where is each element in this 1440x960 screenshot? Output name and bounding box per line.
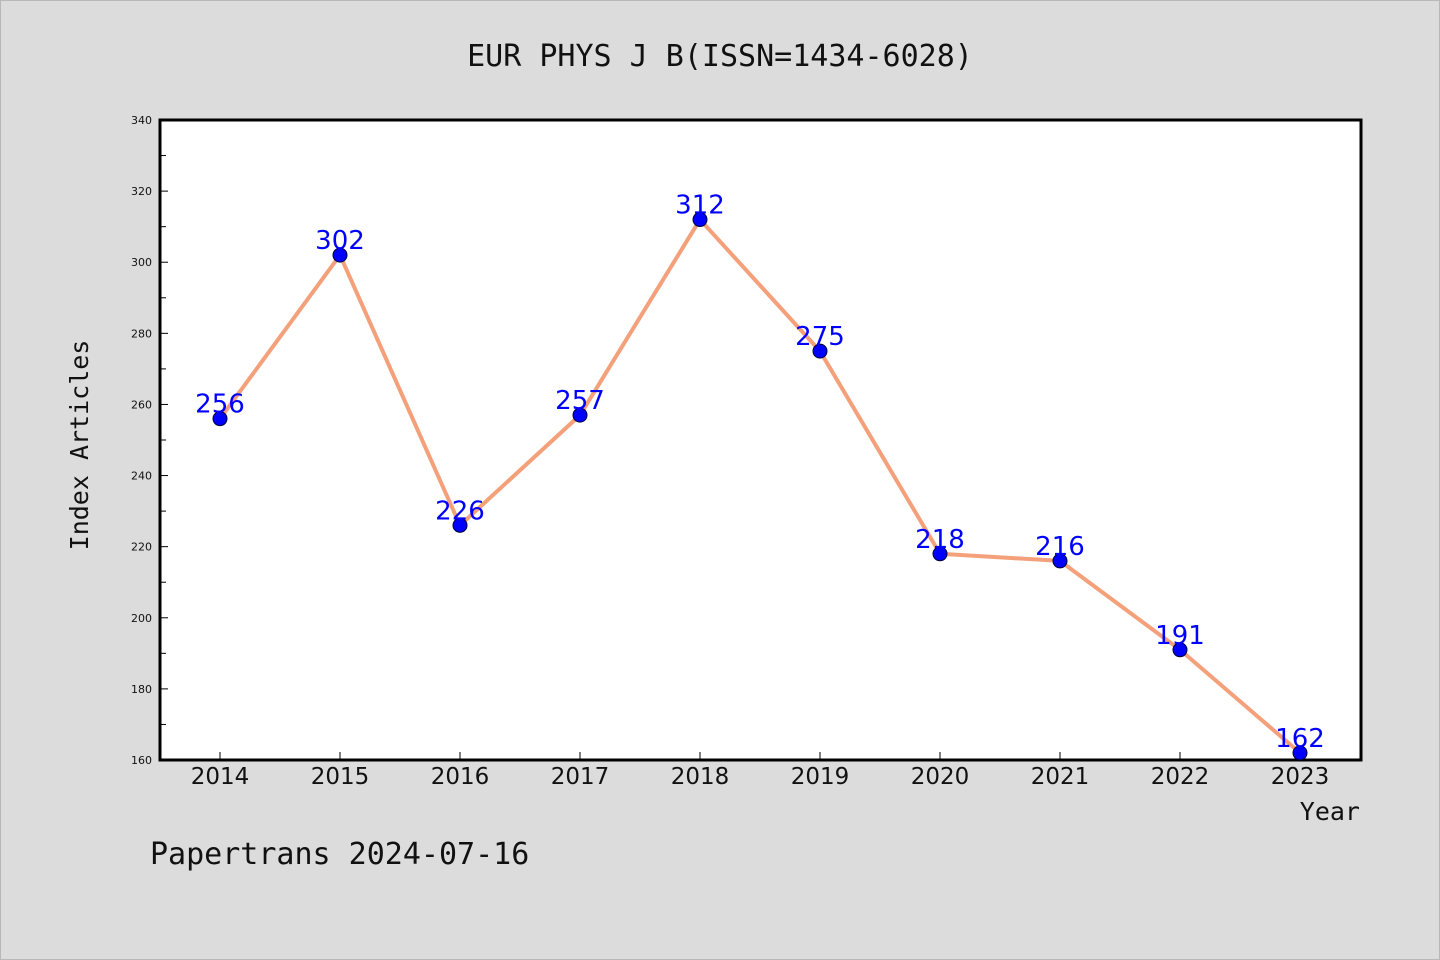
data-point xyxy=(1292,745,1308,761)
x-tick-label: 2022 xyxy=(1151,764,1210,790)
y-tick-label: 300 xyxy=(131,256,152,269)
data-label: 216 xyxy=(1035,532,1085,562)
y-tick-label: 340 xyxy=(131,114,152,127)
y-tick-label: 160 xyxy=(131,754,152,767)
x-tick-label: 2020 xyxy=(911,764,970,790)
x-tick-label: 2023 xyxy=(1271,764,1330,790)
data-point xyxy=(332,247,348,263)
data-point xyxy=(812,343,828,359)
data-label: 312 xyxy=(675,191,725,221)
y-tick-label: 220 xyxy=(131,541,152,554)
x-axis-label: Year xyxy=(1300,797,1360,826)
data-label: 302 xyxy=(315,226,365,256)
chart-title: EUR PHYS J B(ISSN=1434-6028) xyxy=(467,39,973,74)
data-point xyxy=(452,517,468,533)
plot-area xyxy=(158,118,1363,762)
footer-watermark: Papertrans 2024-07-16 xyxy=(150,837,529,872)
data-label: 275 xyxy=(795,322,845,352)
data-label: 162 xyxy=(1275,724,1325,754)
series-group xyxy=(212,212,1308,761)
x-tick-label: 2021 xyxy=(1031,764,1090,790)
x-tick-label: 2019 xyxy=(791,764,850,790)
data-point xyxy=(932,546,948,562)
data-label: 257 xyxy=(555,386,605,416)
data-point xyxy=(1052,553,1068,569)
data-label: 218 xyxy=(915,525,965,555)
x-tick-label: 2014 xyxy=(191,764,250,790)
y-axis: 160 180 200 220 240 260 280 300 320 340 xyxy=(131,114,168,767)
y-tick-label: 180 xyxy=(131,683,152,696)
data-labels-group: 256 302 226 257 312 275 218 216 191 162 xyxy=(195,191,1325,754)
data-point xyxy=(572,407,588,423)
data-point xyxy=(212,411,228,427)
y-tick-label: 240 xyxy=(131,470,152,483)
y-axis-label: Index Articles xyxy=(65,340,94,551)
x-tick-label: 2016 xyxy=(431,764,490,790)
data-label: 226 xyxy=(435,496,485,526)
y-tick-label: 200 xyxy=(131,612,152,625)
y-tick-label: 260 xyxy=(131,398,152,411)
data-point xyxy=(1172,642,1188,658)
x-axis: 2014 2015 2016 2017 2018 2019 2020 2021 2022 2023 xyxy=(191,752,1330,790)
series-line xyxy=(218,217,1302,755)
y-tick-label: 320 xyxy=(131,185,152,198)
data-label: 256 xyxy=(195,390,245,420)
y-tick-label: 280 xyxy=(131,327,152,340)
x-tick-label: 2018 xyxy=(671,764,730,790)
data-point xyxy=(692,212,708,228)
data-label: 191 xyxy=(1155,621,1205,651)
x-tick-label: 2017 xyxy=(551,764,610,790)
x-tick-label: 2015 xyxy=(311,764,370,790)
